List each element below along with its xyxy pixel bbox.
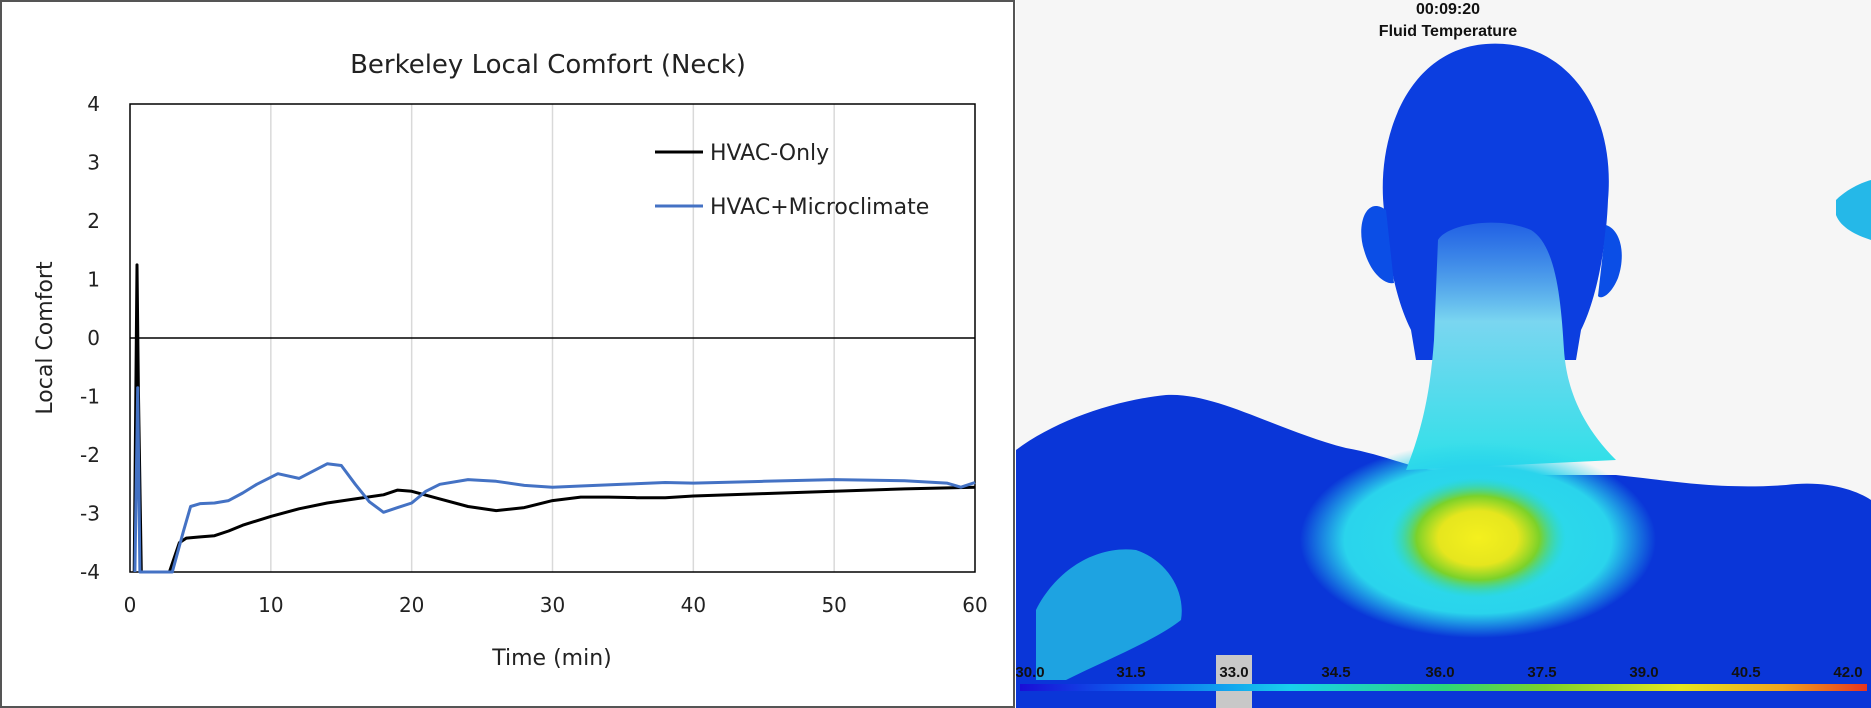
comfort-chart-panel: Berkeley Local Comfort (Neck) 4 3 2 1 0 -1 -2-… xyxy=(0,0,1015,708)
y-tick-label: 1 xyxy=(87,268,100,292)
x-tick-label: 50 xyxy=(821,593,846,617)
series-line-hvac-microclimate xyxy=(133,386,976,574)
hotspot-region xyxy=(1390,478,1566,598)
y-tick-label: 3 xyxy=(87,151,100,175)
y-tick-labels: 4 3 2 1 0 -1 -2 -3 -4 xyxy=(80,92,100,584)
x-tick-label: 20 xyxy=(399,593,424,617)
x-tick-label: 40 xyxy=(681,593,706,617)
timestamp-label: 00:09:20 xyxy=(1416,1,1480,18)
right-ear-shape xyxy=(1598,225,1622,298)
series-lines xyxy=(132,263,976,574)
colorbar-label: 39.0 xyxy=(1629,664,1658,681)
comfort-chart: Berkeley Local Comfort (Neck) 43210-1-2-… xyxy=(0,0,1015,708)
lower-shading xyxy=(1216,655,1252,708)
legend-label-hvac-microclimate: HVAC+Microclimate xyxy=(710,195,929,220)
colorbar-label: 40.5 xyxy=(1731,664,1760,681)
y-tick-label: -3 xyxy=(80,502,100,526)
y-axis-title: Local Comfort xyxy=(33,261,58,415)
x-tick-label: 0 xyxy=(124,593,137,617)
chart-title: Berkeley Local Comfort (Neck) xyxy=(350,50,746,80)
y-tick-label: 0 xyxy=(87,326,100,350)
x-tick-label: 10 xyxy=(258,593,283,617)
legend: HVAC-Only HVAC+Microclimate xyxy=(655,141,929,220)
grid-lines xyxy=(130,104,975,572)
y-tick-label: 4 xyxy=(87,92,100,116)
colorbar-label: 42.0 xyxy=(1833,664,1862,681)
colorbar-label: 31.5 xyxy=(1116,664,1145,681)
x-tick-label: 30 xyxy=(540,593,565,617)
x-tick-labels: 0 10 20 30 40 50 60 xyxy=(124,593,988,617)
left-shoulder-patch xyxy=(1036,549,1182,680)
left-ear-shape xyxy=(1361,205,1394,284)
colorbar-labels: 30.0 31.5 33.0 34.5 36.0 37.5 39.0 40.5 … xyxy=(1016,664,1863,681)
arm-shape xyxy=(1836,180,1871,240)
variable-label: Fluid Temperature xyxy=(1379,23,1517,40)
y-tick-label: -2 xyxy=(80,443,100,467)
colorbar-label: 34.5 xyxy=(1321,664,1350,681)
legend-label-hvac-only: HVAC-Only xyxy=(710,141,829,166)
y-tick-label: 2 xyxy=(87,209,100,233)
colorbar-label: 37.5 xyxy=(1527,664,1556,681)
x-axis-title: Time (min) xyxy=(491,646,612,671)
colorbar xyxy=(1020,684,1867,691)
cfd-render-panel: 00:09:20 Fluid Temperature 30.0 31.5 33.… xyxy=(1016,0,1871,708)
cfd-temperature-render: 00:09:20 Fluid Temperature 30.0 31.5 33.… xyxy=(1016,0,1871,708)
colorbar-label: 30.0 xyxy=(1016,664,1045,681)
x-tick-label: 60 xyxy=(962,593,987,617)
neck-shape xyxy=(1406,222,1616,470)
plot-area-border xyxy=(129,103,976,573)
y-tick-label: -4 xyxy=(80,560,100,584)
colorbar-label: 33.0 xyxy=(1219,664,1248,681)
colorbar-label: 36.0 xyxy=(1425,664,1454,681)
y-tick-label: -1 xyxy=(80,385,100,409)
chart-frame xyxy=(0,0,1015,708)
